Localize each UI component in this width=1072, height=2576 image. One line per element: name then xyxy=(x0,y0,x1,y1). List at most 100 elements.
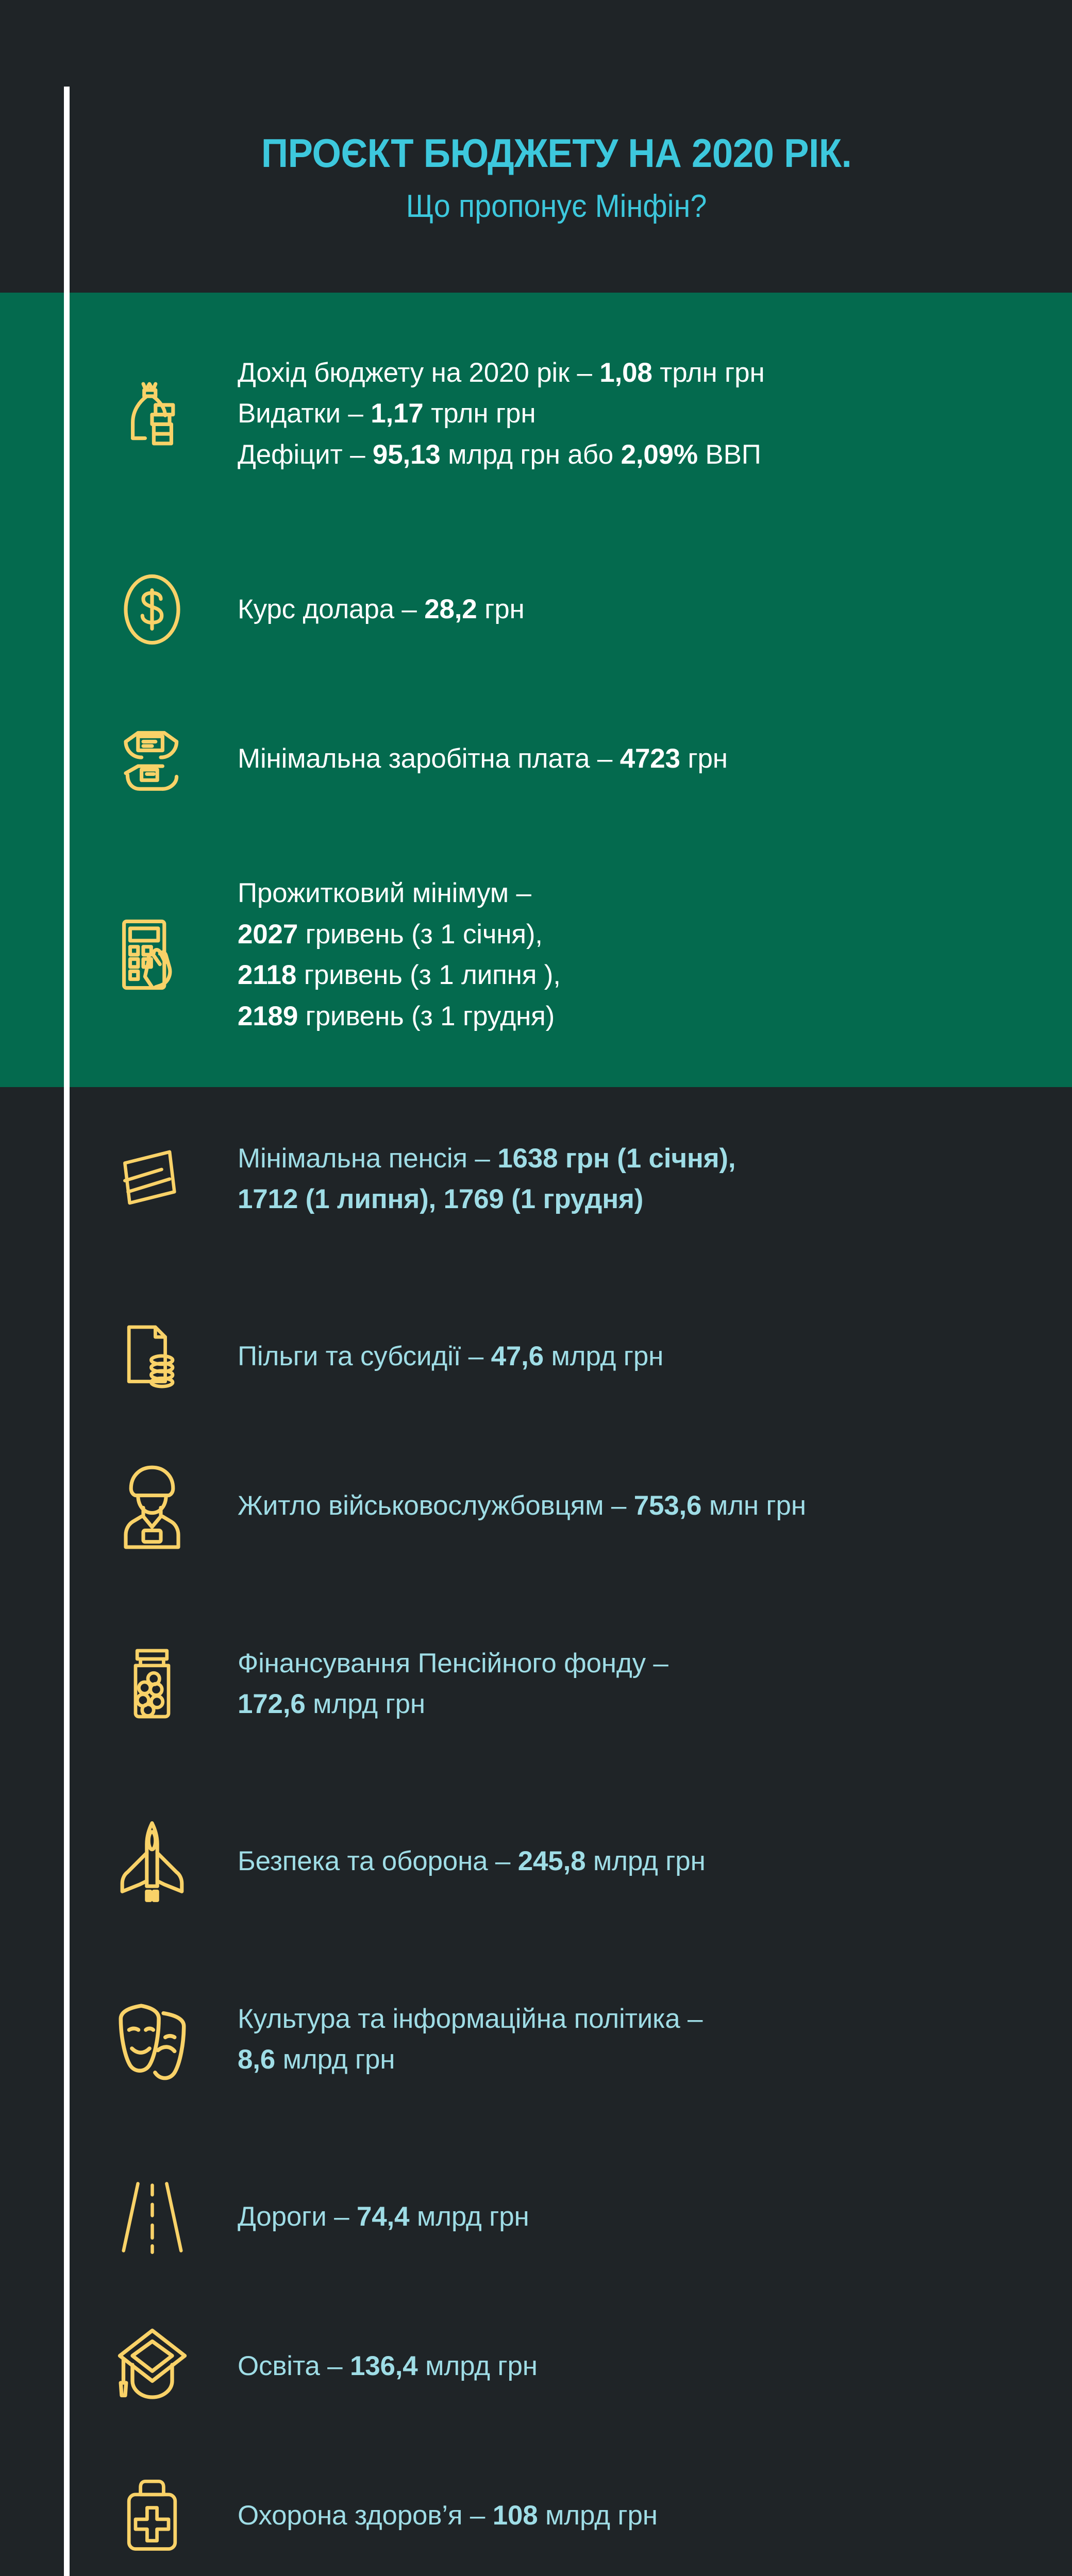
row-text: Дохід бюджету на 2020 рік – 1,08 трлн гр… xyxy=(234,352,1051,476)
dark-band xyxy=(0,1087,1072,2576)
row-label: грн xyxy=(680,743,728,774)
row-label: Житло військовослужбовцям – xyxy=(238,1490,634,1521)
row-text: Прожитковий мінімум – 2027 гривень (з 1 с… xyxy=(234,873,1051,1037)
row-value: 4723 xyxy=(619,743,680,774)
row-label: млрд грн або xyxy=(440,439,621,470)
row-label: гривень (з 1 січня), xyxy=(298,919,543,950)
row-label: гривень (з 1 липня ), xyxy=(296,960,561,990)
document-coins-icon xyxy=(70,1297,234,1416)
first-aid-kit-icon xyxy=(70,2456,234,2575)
header: ПРОЄКТ БЮДЖЕТУ НА 2020 РІК. Що пропонує … xyxy=(70,87,1072,293)
info-row: Мінімальна заробітна плата – 4723 грн xyxy=(70,684,1072,834)
row-text: Мінімальна заробітна плата – 4723 грн xyxy=(234,738,1051,779)
row-line: Дефіцит – 95,13 млрд грн або 2,09% ВВП xyxy=(238,434,1051,476)
row-label: Дороги – xyxy=(238,2201,357,2232)
row-line: 2189 гривень (з 1 грудня) xyxy=(238,996,1051,1037)
banknotes-icon xyxy=(70,1120,234,1238)
row-line: 172,6 млрд грн xyxy=(238,1684,1051,1725)
row-line: 8,6 млрд грн xyxy=(238,2039,1051,2080)
row-line: Пільги та субсидії – 47,6 млрд грн xyxy=(238,1336,1051,1377)
info-row: Курс долара – 28,2 грн xyxy=(70,535,1072,684)
row-value: 1,08 xyxy=(599,357,652,388)
row-text: Охорона здоров’я – 108 млрд грн xyxy=(234,2495,1051,2536)
row-value: 95,13 xyxy=(372,439,441,470)
row-value: 1712 (1 липня), 1769 (1 грудня) xyxy=(238,1184,644,1214)
row-value: 2118 xyxy=(238,960,297,990)
row-label: трлн грн xyxy=(652,357,765,388)
row-label: Видатки – xyxy=(238,398,371,429)
money-bag-coins-icon xyxy=(70,354,234,473)
row-line: Культура та інформаційна політика – xyxy=(238,1998,1051,2040)
row-value: 753,6 xyxy=(633,1490,702,1521)
row-label: Прожитковий мінімум – xyxy=(238,878,531,908)
road-icon xyxy=(70,2158,234,2276)
row-line: Прожитковий мінімум – xyxy=(238,873,1051,914)
info-row: Культура та інформаційна політика – 8,6 м… xyxy=(70,1936,1072,2142)
money-in-hands-icon xyxy=(70,700,234,818)
coin-jar-icon xyxy=(70,1624,234,1743)
row-label: Курс долара – xyxy=(238,594,425,625)
row-value: 47,6 xyxy=(491,1341,544,1372)
row-value: 172,6 xyxy=(238,1689,306,1719)
row-text: Курс долара – 28,2 грн xyxy=(234,589,1051,630)
info-row: Дохід бюджету на 2020 рік – 1,08 трлн гр… xyxy=(70,293,1072,535)
row-text: Житло військовослужбовцям – 753,6 млн гр… xyxy=(234,1485,1051,1527)
row-value: 1638 грн (1 січня), xyxy=(497,1143,736,1174)
left-vertical-rule xyxy=(64,87,70,2576)
row-label: Мінімальна пенсія – xyxy=(238,1143,498,1174)
row-line: Видатки – 1,17 трлн грн xyxy=(238,393,1051,434)
theatre-masks-icon xyxy=(70,1980,234,2098)
row-text: Мінімальна пенсія – 1638 грн (1 січня), 1… xyxy=(234,1138,1051,1220)
row-label: млрд грн xyxy=(585,1846,706,1877)
row-value: 1,17 xyxy=(371,398,424,429)
info-row: Пільги та субсидії – 47,6 млрд грн xyxy=(70,1282,1072,1431)
row-text: Безпека та оборона – 245,8 млрд грн xyxy=(234,1841,1051,1882)
row-line: Безпека та оборона – 245,8 млрд грн xyxy=(238,1841,1051,1882)
row-label: гривень (з 1 грудня) xyxy=(298,1001,555,1031)
row-label: Безпека та оборона – xyxy=(238,1846,518,1877)
row-label: Мінімальна заробітна плата – xyxy=(238,743,620,774)
row-label: Освіта – xyxy=(238,2351,350,2382)
green-band xyxy=(0,293,1072,1087)
info-row: Освіта – 136,4 млрд грн xyxy=(70,2292,1072,2441)
row-label: млн грн xyxy=(701,1490,806,1521)
row-value: 2,09% xyxy=(621,439,698,470)
row-text: Фінансування Пенсійного фонду – 172,6 млр… xyxy=(234,1643,1051,1725)
row-line: Дороги – 74,4 млрд грн xyxy=(238,2196,1051,2238)
row-value: 136,4 xyxy=(349,2351,418,2382)
info-row: Фінансування Пенсійного фонду – 172,6 млр… xyxy=(70,1581,1072,1787)
row-line: Житло військовослужбовцям – 753,6 млн гр… xyxy=(238,1485,1051,1527)
row-text: Освіта – 136,4 млрд грн xyxy=(234,2346,1051,2387)
dollar-coin-icon xyxy=(70,550,234,669)
row-value: 8,6 xyxy=(238,2044,276,2075)
info-row: Дороги – 74,4 млрд грн xyxy=(70,2142,1072,2292)
row-label: Пільги та субсидії – xyxy=(238,1341,491,1372)
info-row: Житло військовослужбовцям – 753,6 млн гр… xyxy=(70,1431,1072,1581)
row-text: Пільги та субсидії – 47,6 млрд грн xyxy=(234,1336,1051,1377)
row-label: Культура та інформаційна політика – xyxy=(238,2003,703,2034)
row-label: Охорона здоров’я – xyxy=(238,2500,493,2531)
row-line: Мінімальна заробітна плата – 4723 грн xyxy=(238,738,1051,779)
row-label: Фінансування Пенсійного фонду – xyxy=(238,1648,668,1679)
row-value: 28,2 xyxy=(424,594,477,625)
row-label: трлн грн xyxy=(423,398,536,429)
row-line: Освіта – 136,4 млрд грн xyxy=(238,2346,1051,2387)
page-subtitle: Що пропонує Мінфін? xyxy=(406,189,707,224)
row-value: 245,8 xyxy=(517,1846,586,1877)
graduation-cap-icon xyxy=(70,2307,234,2426)
row-value: 2027 xyxy=(238,919,298,950)
row-line: Охорона здоров’я – 108 млрд грн xyxy=(238,2495,1051,2536)
row-value: 74,4 xyxy=(356,2201,410,2232)
row-value: 2189 xyxy=(238,1001,298,1031)
row-text: Дороги – 74,4 млрд грн xyxy=(234,2196,1051,2238)
row-line: Фінансування Пенсійного фонду – xyxy=(238,1643,1051,1684)
row-label: млрд грн xyxy=(417,2351,538,2382)
page-title: ПРОЄКТ БЮДЖЕТУ НА 2020 РІК. xyxy=(261,130,852,176)
row-label: млрд грн xyxy=(538,2500,658,2531)
row-label: млрд грн xyxy=(305,1689,425,1719)
row-line: Дохід бюджету на 2020 рік – 1,08 трлн гр… xyxy=(238,352,1051,394)
info-row: Мінімальна пенсія – 1638 грн (1 січня), 1… xyxy=(70,1076,1072,1282)
row-label: млрд грн xyxy=(275,2044,395,2075)
row-label: ВВП xyxy=(697,439,761,470)
row-line: 1712 (1 липня), 1769 (1 грудня) xyxy=(238,1179,1051,1220)
